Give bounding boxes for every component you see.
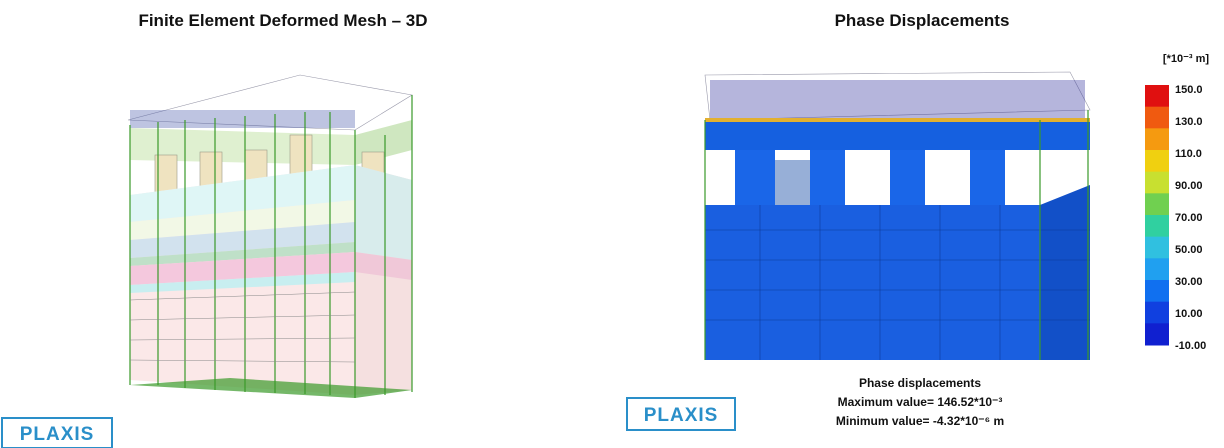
legend-swatch: [1145, 258, 1169, 280]
caption-max: Maximum value= 146.52*10⁻³: [838, 395, 1003, 409]
legend-swatch: [1145, 150, 1169, 172]
legend-label: 70.00: [1175, 212, 1203, 224]
legend-label: -10.00: [1175, 340, 1206, 352]
screen: Finite Element Deformed Mesh – 3D Phase …: [0, 0, 1224, 448]
legend-swatch: [1145, 85, 1169, 107]
logo: PLAXIS: [20, 424, 95, 445]
legend-swatch: [1145, 193, 1169, 215]
legend-label: 90.00: [1175, 180, 1203, 192]
deformed-mesh: [128, 75, 412, 398]
legend-swatch: [1145, 128, 1169, 150]
legend-swatch: [1145, 302, 1169, 324]
left-title: Finite Element Deformed Mesh – 3D: [138, 11, 427, 30]
legend-swatch: [1145, 323, 1169, 345]
displacement-mesh: [705, 72, 1090, 360]
legend-swatch: [1145, 237, 1169, 259]
caption-min: Minimum value= -4.32*10⁻⁶ m: [836, 414, 1004, 428]
legend-swatch: [1145, 172, 1169, 194]
caption-heading: Phase displacements: [859, 376, 981, 390]
legend-unit: [*10⁻³ m]: [1163, 53, 1209, 65]
logo: PLAXIS: [644, 405, 719, 426]
legend-label: 10.00: [1175, 308, 1203, 320]
legend-label: 130.0: [1175, 116, 1203, 128]
legend-label: 30.00: [1175, 276, 1203, 288]
legend: 150.0 130.0 110.0 90.00 70.00 50.00 30.00 10.00…: [1145, 84, 1206, 352]
legend-swatch: [1145, 107, 1169, 129]
legend-swatch: [1145, 280, 1169, 302]
right-title: Phase Displacements: [835, 11, 1010, 30]
legend-label: 110.0: [1175, 148, 1202, 160]
legend-label: 50.00: [1175, 244, 1203, 256]
legend-swatch: [1145, 215, 1169, 237]
legend-label: 150.0: [1175, 84, 1203, 96]
